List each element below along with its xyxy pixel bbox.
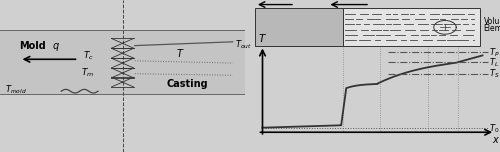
- Text: $T$: $T$: [258, 32, 266, 44]
- Text: $h_k$: $h_k$: [339, 0, 351, 2]
- Text: $T_c$: $T_c$: [84, 50, 94, 62]
- Text: $T_0$: $T_0$: [489, 122, 499, 135]
- Bar: [255, 8, 342, 46]
- Text: $\it{q}$: $\it{q}$: [52, 41, 60, 53]
- Text: $x$: $x$: [492, 135, 500, 145]
- Text: $h_o$: $h_o$: [267, 0, 278, 2]
- Text: $T_{out}$: $T_{out}$: [235, 39, 252, 51]
- Text: Volume: Volume: [484, 17, 500, 26]
- Text: $T_{mold}$: $T_{mold}$: [5, 83, 26, 96]
- Text: Casting: Casting: [166, 79, 208, 89]
- Text: Mold: Mold: [20, 41, 46, 51]
- Text: $T_S$: $T_S$: [489, 67, 500, 80]
- Text: $T_P$: $T_P$: [489, 46, 500, 59]
- Text: $T$: $T$: [176, 47, 185, 59]
- Bar: [0, 30, 245, 94]
- Text: $T_m$: $T_m$: [81, 67, 94, 79]
- Text: Element: Element: [484, 24, 500, 33]
- Bar: [342, 8, 480, 46]
- Text: $T_L$: $T_L$: [489, 56, 499, 69]
